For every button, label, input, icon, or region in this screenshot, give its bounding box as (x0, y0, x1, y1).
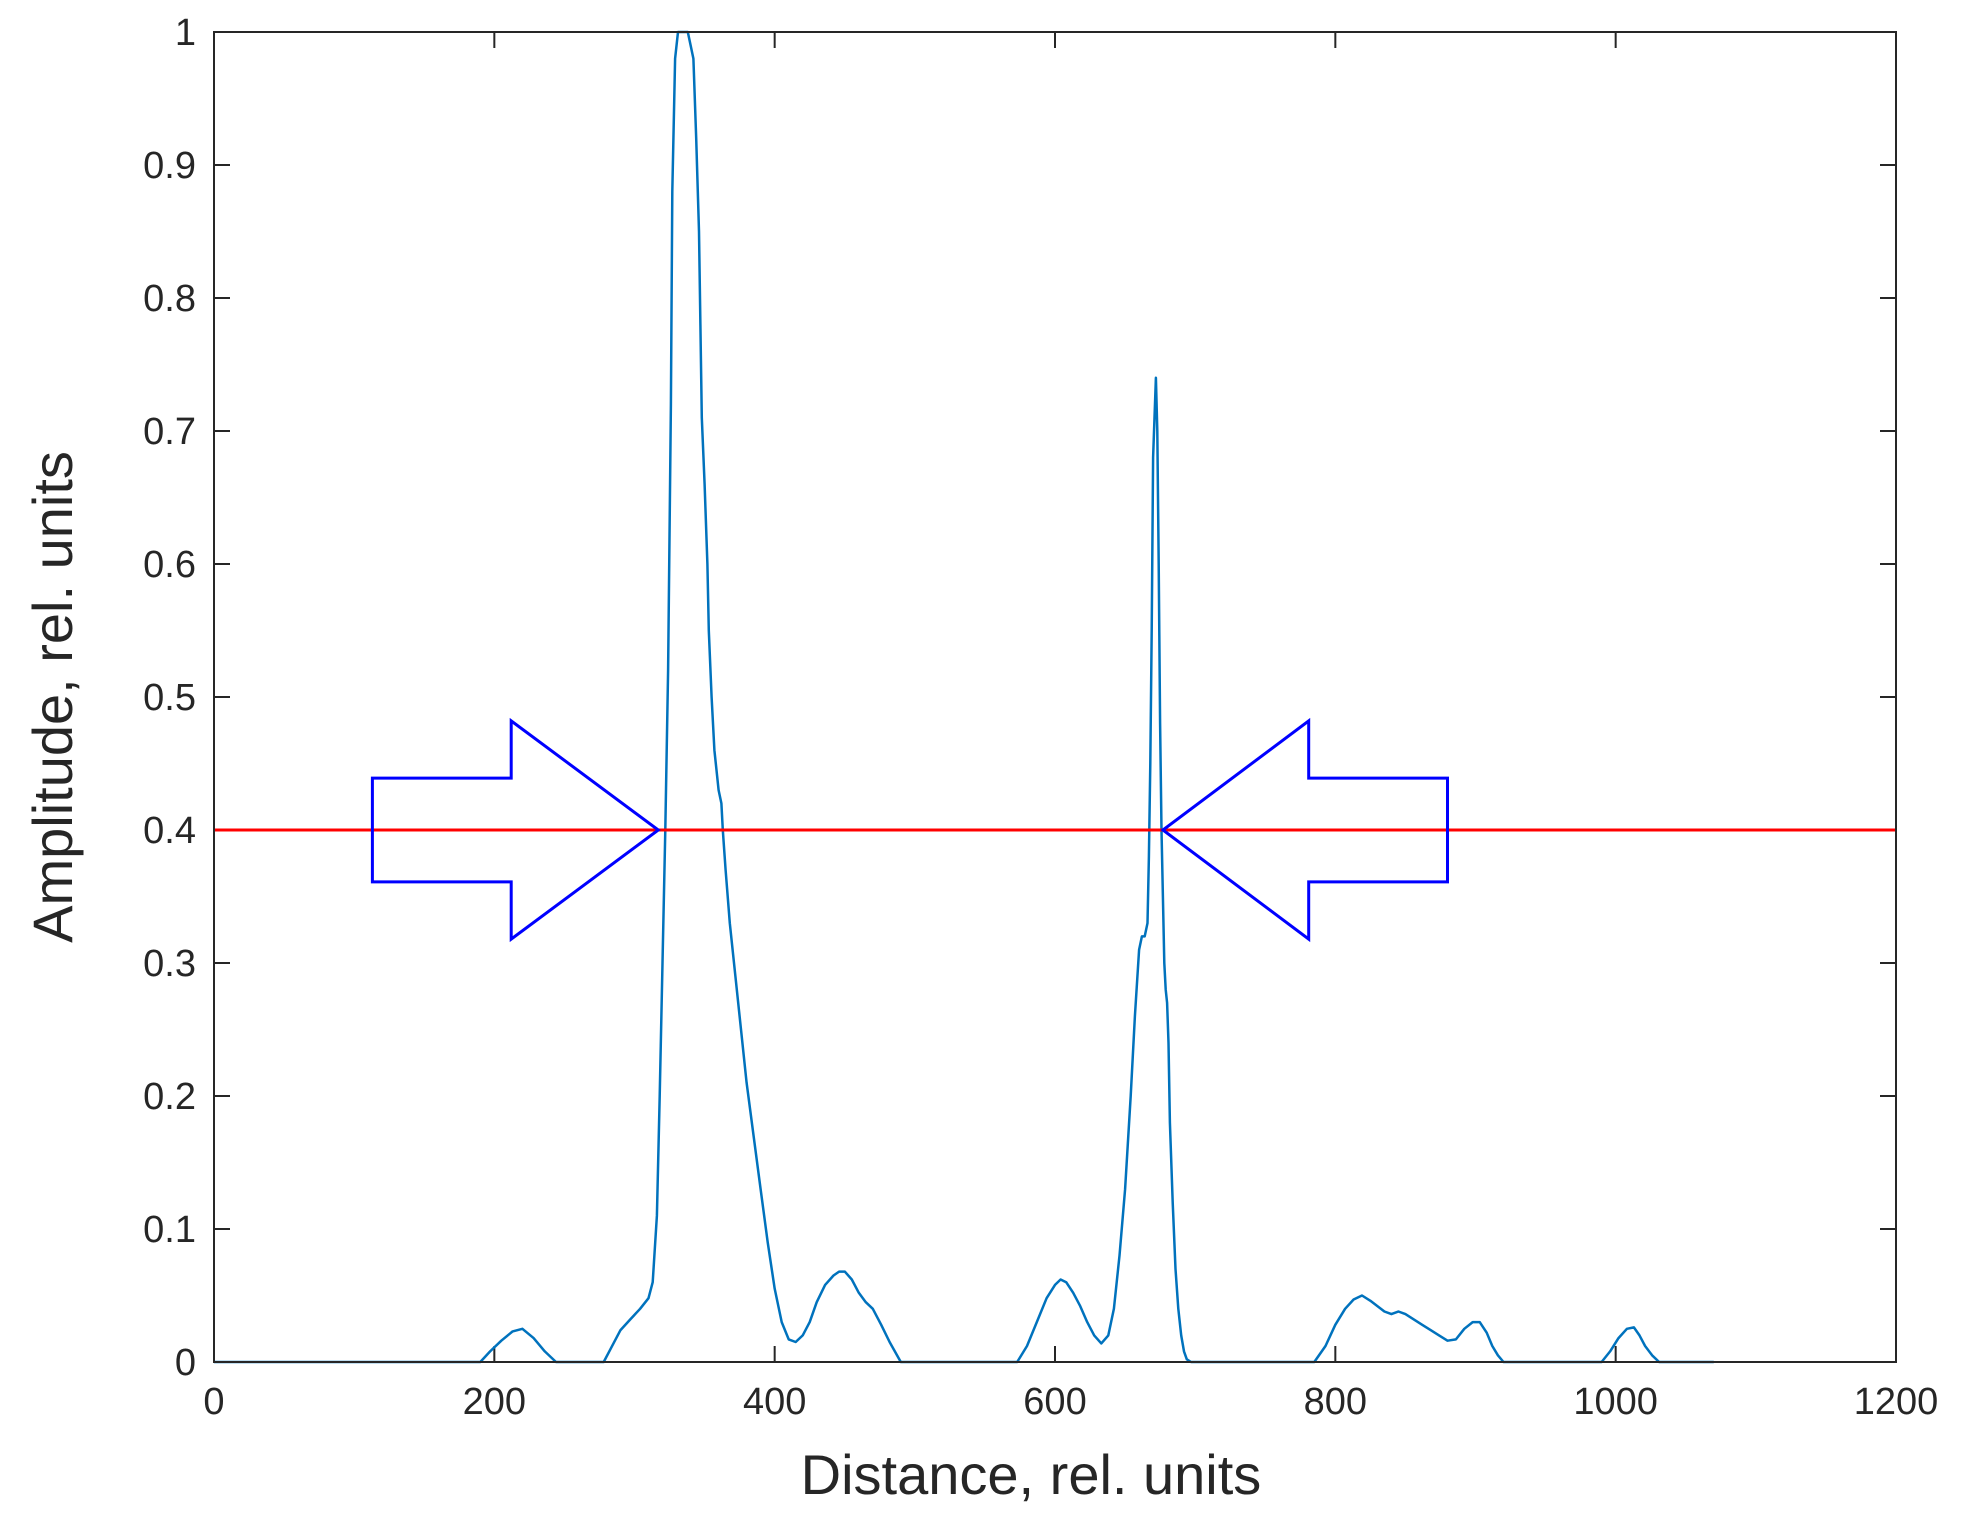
x-tick-label: 600 (1023, 1381, 1086, 1423)
axes-box (213, 31, 1897, 1363)
y-tick-label: 0.3 (143, 943, 196, 985)
y-tick-label: 0.4 (143, 810, 196, 852)
arrow-right-icon (370, 717, 661, 943)
y-tick-label: 1 (175, 12, 196, 54)
x-tick-label: 1200 (1854, 1381, 1939, 1423)
y-tick-label: 0 (175, 1342, 196, 1384)
annotation-layer (370, 717, 1449, 943)
x-tick-label: 1000 (1573, 1381, 1658, 1423)
y-axis-label: Amplitude, rel. units (21, 451, 84, 943)
tick-labels: 0 200 400 600 800 1000 1200 0 0.1 0.2 0.3 0.4 0.5 0.6… (143, 12, 1938, 1423)
y-tick-label: 0.8 (143, 278, 196, 320)
x-tick-label: 800 (1304, 1381, 1367, 1423)
y-tick-label: 0.9 (143, 145, 196, 187)
y-tick-label: 0.7 (143, 411, 196, 453)
x-axis-label: Distance, rel. units (801, 1443, 1262, 1506)
x-tick-label: 400 (743, 1381, 806, 1423)
x-tick-label: 200 (463, 1381, 526, 1423)
y-tick-label: 0.6 (143, 544, 196, 586)
y-tick-label: 0.1 (143, 1209, 196, 1251)
x-tick-label: 0 (203, 1381, 224, 1423)
plot-area (214, 32, 1896, 1362)
y-tick-label: 0.2 (143, 1076, 196, 1118)
y-tick-label: 0.5 (143, 677, 196, 719)
arrow-left-icon (1160, 717, 1449, 943)
